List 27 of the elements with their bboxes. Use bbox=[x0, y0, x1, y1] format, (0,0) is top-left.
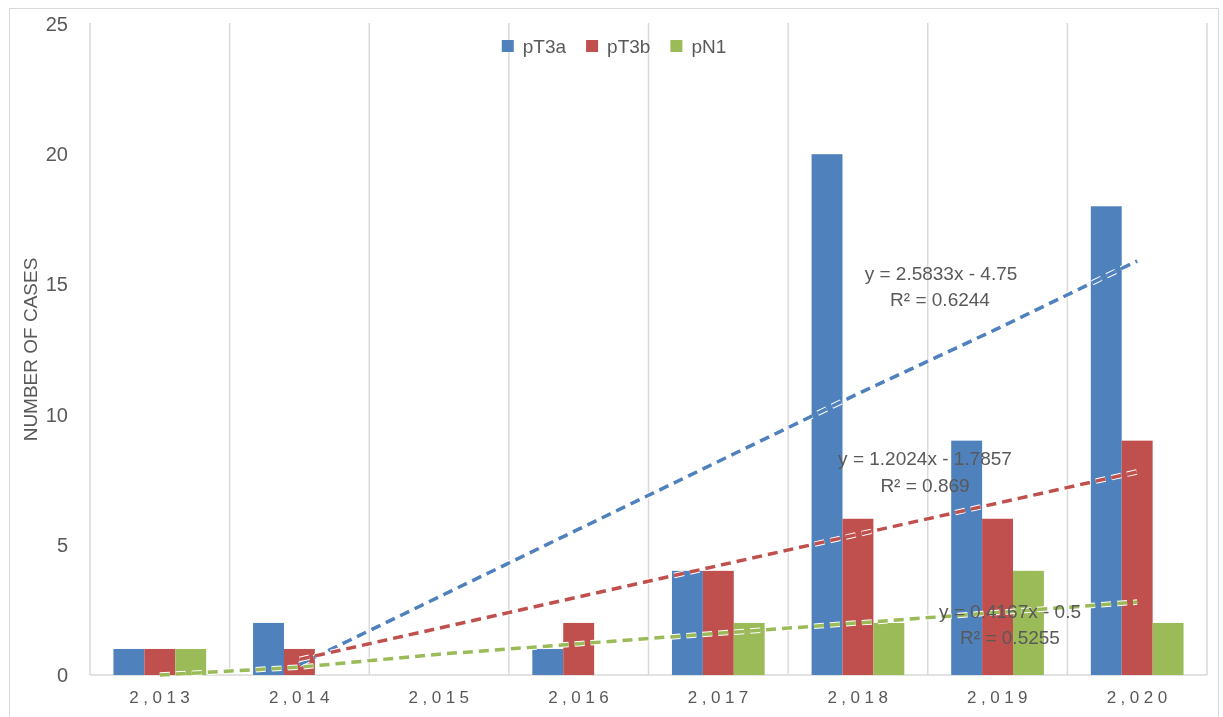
bar bbox=[563, 622, 595, 675]
annotation: R² = 0.6244 bbox=[890, 289, 991, 310]
x-tick-label: 2,017 bbox=[687, 688, 753, 707]
x-tick-label: 2,020 bbox=[1106, 688, 1172, 707]
x-tick-label: 2,013 bbox=[129, 688, 195, 707]
x-tick-label: 2,014 bbox=[268, 688, 334, 707]
y-tick-label: 5 bbox=[56, 533, 68, 556]
y-tick-label: 10 bbox=[45, 403, 68, 426]
bar bbox=[113, 648, 145, 675]
x-tick-label: 2,016 bbox=[548, 688, 614, 707]
x-tick-label: 2,019 bbox=[967, 688, 1033, 707]
bar bbox=[671, 570, 703, 675]
y-tick-label: 0 bbox=[56, 664, 68, 686]
bar bbox=[1152, 622, 1184, 675]
bar bbox=[532, 648, 564, 675]
y-tick-label: 15 bbox=[45, 273, 68, 296]
y-axis-title: NUMBER OF CASES bbox=[20, 257, 41, 442]
x-tick-label: 2,018 bbox=[827, 688, 893, 707]
y-tick-label: 20 bbox=[45, 143, 68, 166]
legend-label: pN1 bbox=[691, 36, 727, 57]
legend-label: pT3b bbox=[607, 36, 651, 57]
legend-label: pT3a bbox=[522, 36, 567, 57]
y-tick-label: 25 bbox=[45, 13, 68, 35]
x-tick-label: 2,015 bbox=[408, 688, 474, 707]
bar bbox=[144, 648, 176, 675]
bar bbox=[253, 622, 284, 675]
annotation: y = 2.5833x - 4.75 bbox=[864, 263, 1018, 284]
